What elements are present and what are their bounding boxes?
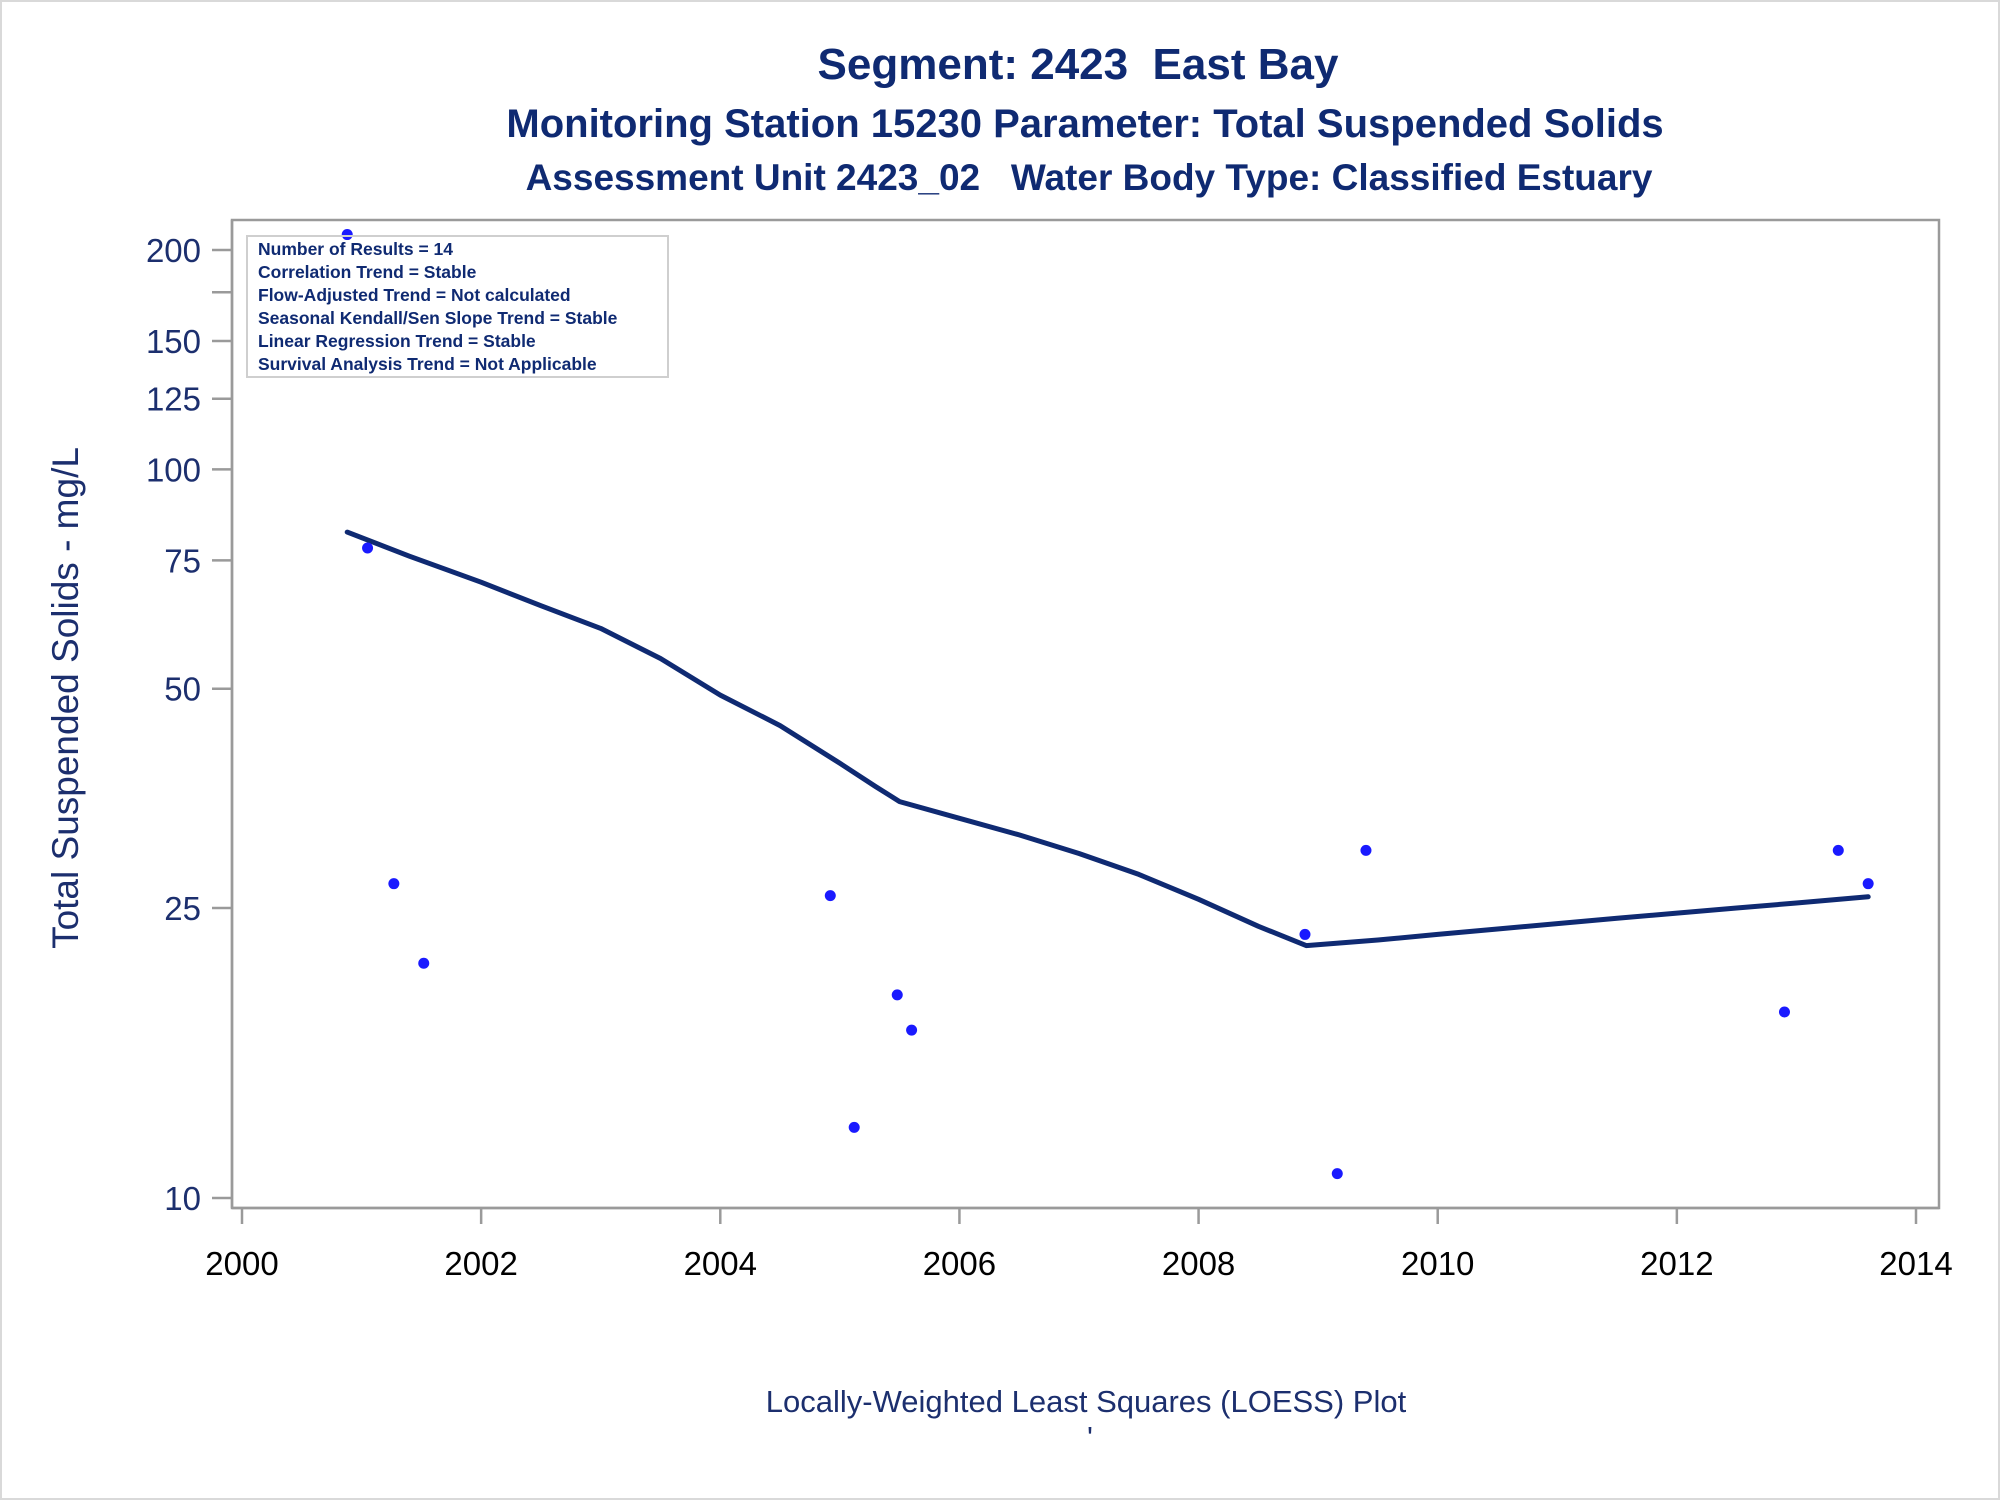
y-tick-label: 100	[146, 451, 201, 488]
data-point	[1778, 1006, 1790, 1018]
stats-line: Survival Analysis Trend = Not Applicable	[258, 354, 597, 374]
y-tick-label: 10	[164, 1180, 201, 1217]
stats-box-frame	[246, 235, 669, 378]
stats-line: Seasonal Kendall/Sen Slope Trend = Stabl…	[258, 308, 618, 328]
chart-title: Segment: 2423 East Bay	[818, 40, 1339, 89]
data-point	[1832, 844, 1844, 856]
data-point	[824, 890, 836, 902]
y-tick-label: 200	[146, 232, 201, 269]
data-point	[906, 1024, 918, 1036]
chart-subtitle-assessment: Assessment Unit 2423_02 Water Body Type:…	[526, 157, 1653, 198]
data-point	[1299, 928, 1311, 940]
series-layer	[341, 229, 1874, 1180]
loess-curve	[344, 529, 1871, 949]
y-tick-label: 75	[164, 542, 201, 579]
stats-line: Number of Results = 14	[258, 239, 453, 259]
x-tick-label: 2008	[1162, 1245, 1235, 1282]
stats-lines: Number of Results = 14 Correlation Trend …	[258, 239, 618, 374]
x-tick-label: 2012	[1640, 1245, 1713, 1282]
x-tick-label: 2000	[205, 1245, 278, 1282]
x-tick-label: 2006	[923, 1245, 996, 1282]
stats-line: Correlation Trend = Stable	[258, 262, 477, 282]
data-point	[362, 542, 374, 554]
stats-line: Linear Regression Trend = Stable	[258, 331, 536, 351]
x-axis: 2000 2002 2004 2006 2008 2010 2012 2014	[205, 1206, 1953, 1282]
stats-box: Number of Results = 14 Correlation Trend …	[246, 235, 669, 378]
stats-line: Flow-Adjusted Trend = Not calculated	[258, 285, 571, 305]
data-point	[848, 1121, 860, 1133]
x-tick-label: 2014	[1879, 1245, 1952, 1282]
x-tick-label: 2010	[1401, 1245, 1474, 1282]
x-tick-label: 2002	[444, 1245, 517, 1282]
data-point	[341, 229, 353, 241]
data-point	[418, 957, 430, 969]
data-point	[1331, 1168, 1343, 1180]
y-tick-label: 125	[146, 381, 201, 418]
y-tick-label: 50	[164, 671, 201, 708]
x-tick-label: 2004	[684, 1245, 757, 1282]
data-point	[1862, 878, 1874, 890]
data-point	[388, 878, 400, 890]
chart-subtitle-station: Monitoring Station 15230 Parameter: Tota…	[506, 102, 1663, 146]
data-point	[1360, 844, 1372, 856]
chart-footnote: Locally-Weighted Least Squares (LOESS) P…	[766, 1384, 1407, 1419]
y-axis: 10 25 50 75 100 125 150 200	[146, 220, 234, 1217]
y-axis-label: Total Suspended Solids - mg/L	[45, 447, 86, 949]
y-tick-label: 150	[146, 323, 201, 360]
y-tick-label: 25	[164, 890, 201, 927]
footnote-mark: '	[1087, 1420, 1093, 1455]
data-point	[891, 989, 903, 1001]
